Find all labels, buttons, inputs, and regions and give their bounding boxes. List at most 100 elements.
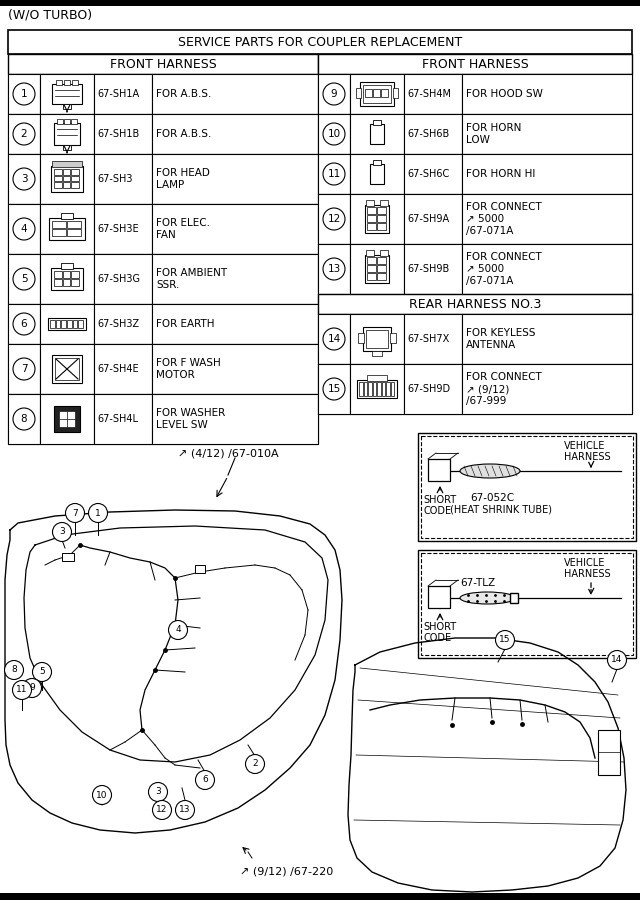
- Bar: [381, 382, 385, 396]
- Text: 67-SH4E: 67-SH4E: [97, 364, 139, 374]
- Bar: [73, 320, 77, 328]
- Text: HARNESS: HARNESS: [564, 452, 611, 462]
- Bar: [318, 154, 632, 194]
- Bar: [421, 436, 633, 538]
- Bar: [52, 84, 82, 104]
- Text: FOR AMBIENT
SSR.: FOR AMBIENT SSR.: [156, 268, 227, 290]
- Circle shape: [65, 503, 84, 523]
- Text: CODE: CODE: [423, 633, 451, 643]
- Text: REAR HARNESS NO.3: REAR HARNESS NO.3: [409, 298, 541, 310]
- Bar: [8, 74, 318, 114]
- Text: FOR WASHER
LEVEL SW: FOR WASHER LEVEL SW: [156, 409, 225, 430]
- Bar: [94, 114, 152, 154]
- Bar: [350, 364, 404, 414]
- Text: 3: 3: [20, 174, 28, 184]
- Bar: [152, 344, 318, 394]
- Text: 3: 3: [59, 527, 65, 536]
- Bar: [393, 88, 398, 98]
- Text: FRONT HARNESS: FRONT HARNESS: [109, 58, 216, 70]
- Bar: [94, 74, 152, 114]
- Bar: [373, 160, 381, 165]
- Text: 67-SH6B: 67-SH6B: [407, 129, 449, 139]
- Bar: [152, 74, 318, 114]
- Bar: [49, 218, 85, 240]
- Bar: [40, 74, 94, 114]
- Text: FOR ELEC.
FAN: FOR ELEC. FAN: [156, 218, 210, 239]
- Text: 1: 1: [95, 508, 101, 518]
- Text: SHORT: SHORT: [423, 622, 456, 632]
- Text: 7: 7: [20, 364, 28, 374]
- Bar: [404, 114, 462, 154]
- Bar: [195, 565, 205, 573]
- Bar: [367, 223, 376, 230]
- Bar: [94, 154, 152, 204]
- Text: 67-SH1A: 67-SH1A: [97, 89, 139, 99]
- Bar: [318, 114, 632, 154]
- Bar: [94, 254, 152, 304]
- Text: 8: 8: [20, 414, 28, 424]
- Text: 67-TLZ: 67-TLZ: [460, 578, 495, 588]
- Text: FOR F WASH
MOTOR: FOR F WASH MOTOR: [156, 358, 221, 380]
- Circle shape: [4, 661, 24, 680]
- Bar: [381, 89, 388, 97]
- Bar: [59, 411, 67, 418]
- Bar: [404, 194, 462, 244]
- Bar: [359, 382, 362, 396]
- Bar: [52, 229, 66, 236]
- Bar: [63, 145, 71, 150]
- Bar: [373, 120, 381, 125]
- Circle shape: [13, 83, 35, 105]
- Text: 67-SH9D: 67-SH9D: [407, 384, 450, 394]
- Bar: [94, 344, 152, 394]
- Text: 7: 7: [72, 508, 78, 518]
- Text: FOR A.B.S.: FOR A.B.S.: [156, 129, 211, 139]
- Text: FOR EARTH: FOR EARTH: [156, 319, 214, 329]
- Circle shape: [323, 163, 345, 185]
- Bar: [54, 406, 80, 432]
- Bar: [94, 204, 152, 254]
- Circle shape: [13, 408, 35, 430]
- Bar: [8, 394, 318, 444]
- Bar: [71, 271, 79, 278]
- Bar: [377, 223, 386, 230]
- Bar: [51, 166, 83, 192]
- Bar: [318, 294, 632, 314]
- Text: FOR HORN
LOW: FOR HORN LOW: [466, 123, 522, 145]
- Bar: [64, 80, 70, 85]
- Text: 67-SH3: 67-SH3: [97, 174, 132, 184]
- Bar: [63, 183, 70, 188]
- Bar: [350, 314, 404, 364]
- Text: SERVICE PARTS FOR COUPLER REPLACEMENT: SERVICE PARTS FOR COUPLER REPLACEMENT: [178, 35, 462, 49]
- Bar: [421, 553, 633, 655]
- Text: 10: 10: [328, 129, 340, 139]
- Bar: [462, 114, 632, 154]
- Bar: [390, 333, 396, 343]
- Text: FOR HORN HI: FOR HORN HI: [466, 169, 536, 179]
- Bar: [356, 88, 361, 98]
- Bar: [71, 183, 79, 188]
- Text: 5: 5: [39, 668, 45, 677]
- Circle shape: [323, 328, 345, 350]
- Circle shape: [495, 631, 515, 650]
- Bar: [377, 265, 386, 272]
- Bar: [404, 364, 462, 414]
- Text: 12: 12: [328, 214, 340, 224]
- Bar: [8, 344, 40, 394]
- Text: ↗ (4/12) /67-010A: ↗ (4/12) /67-010A: [178, 448, 278, 458]
- Circle shape: [13, 268, 35, 290]
- Bar: [350, 194, 404, 244]
- Bar: [377, 207, 386, 214]
- Bar: [510, 593, 518, 603]
- Text: FOR CONNECT
↗ 5000
/67-071A: FOR CONNECT ↗ 5000 /67-071A: [466, 202, 541, 236]
- Bar: [40, 114, 94, 154]
- Bar: [71, 176, 79, 181]
- Bar: [94, 304, 152, 344]
- Bar: [152, 114, 318, 154]
- Text: 67-SH9B: 67-SH9B: [407, 264, 449, 274]
- Bar: [404, 154, 462, 194]
- Bar: [40, 254, 94, 304]
- Bar: [72, 80, 78, 85]
- Text: FOR HOOD SW: FOR HOOD SW: [466, 89, 543, 99]
- Bar: [462, 364, 632, 414]
- Bar: [380, 250, 388, 256]
